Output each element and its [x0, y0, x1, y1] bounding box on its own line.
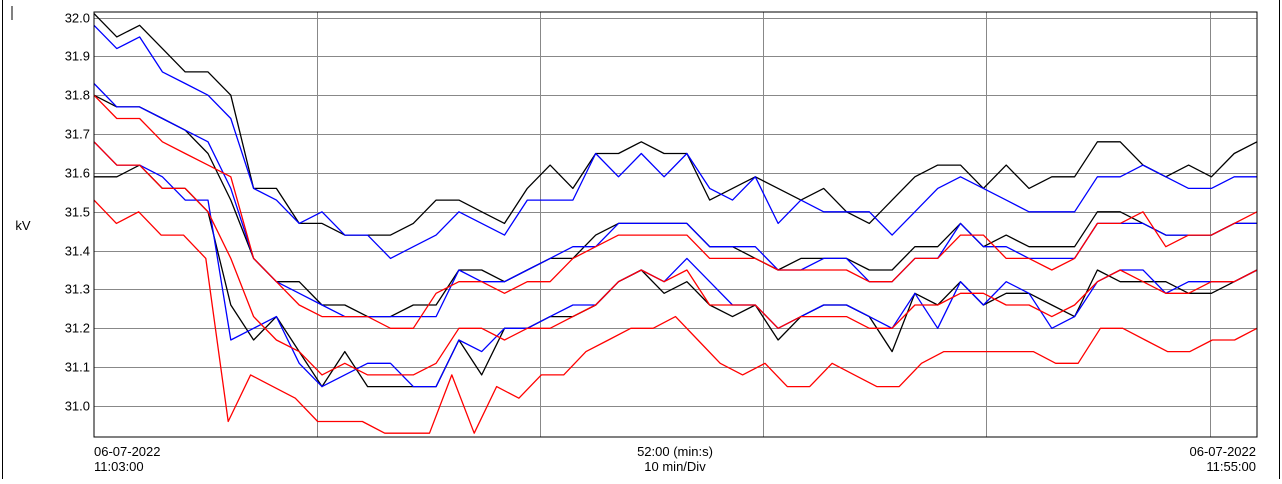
- x-label-right-time: 11:55:00: [1206, 459, 1256, 474]
- series-line-1: [93, 13, 1258, 236]
- x-label-right-date: 06-07-2022: [1190, 444, 1257, 459]
- series-line-2: [93, 24, 1257, 260]
- y-tick-label: 31.0: [65, 399, 90, 414]
- y-tick-label: 31.7: [65, 127, 90, 142]
- series-line-7: [93, 141, 1258, 388]
- y-tick-label: 31.6: [65, 166, 90, 181]
- y-tick-label: 31.3: [65, 282, 90, 297]
- x-label-center-duration: 52:00 (min:s): [637, 444, 713, 459]
- series-line-3: [93, 94, 1257, 318]
- y-tick-label: 31.5: [65, 205, 90, 220]
- y-tick-label: 31.1: [65, 360, 90, 375]
- y-axis-label: kV: [15, 218, 31, 233]
- x-label-left-time: 11:03:00: [94, 459, 144, 474]
- y-tick-label: 31.4: [65, 244, 90, 259]
- x-label-left-date: 06-07-2022: [94, 444, 161, 459]
- series-line-5: [93, 94, 1258, 329]
- y-tick-label: 31.9: [65, 49, 90, 64]
- series-group: [93, 13, 1258, 434]
- y-axis-tick-labels: 32.0 31.9 31.8 31.7 31.6 31.5 31.4 31.3 31.2 31.1…: [65, 11, 90, 414]
- x-label-center-scale: 10 min/Div: [644, 459, 706, 474]
- y-tick-label: 31.8: [65, 88, 90, 103]
- y-tick-label: 32.0: [65, 11, 90, 26]
- series-line-8: [93, 141, 1258, 376]
- plot-area-border: [93, 11, 1258, 438]
- series-line-4: [93, 83, 1257, 318]
- grid: [94, 12, 1257, 437]
- series-line-9: [93, 199, 1258, 434]
- y-tick-label: 31.2: [65, 321, 90, 336]
